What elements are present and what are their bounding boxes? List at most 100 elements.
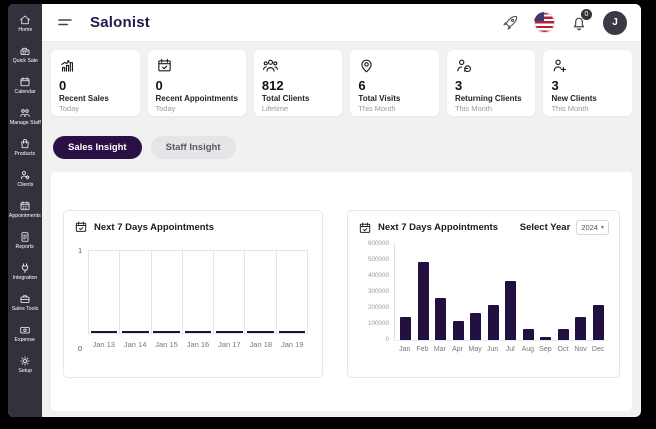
rocket-icon[interactable] (501, 14, 519, 32)
yearly-plot-area (394, 243, 609, 341)
app-logo[interactable]: Salonist (90, 14, 150, 31)
sidebar-item-manage-staff[interactable]: Manage Staff (8, 101, 42, 132)
tab-sales-insight[interactable]: Sales Insight (53, 136, 142, 159)
sidebar-item-home[interactable]: Home (8, 8, 42, 39)
stat-card-returning-clients: 3 Returning Clients This Month (446, 50, 536, 116)
integration-icon (19, 262, 31, 274)
sales-tools-icon (19, 293, 31, 305)
chart-title: Next 7 Days Appointments (94, 221, 215, 233)
weekly-column-jan-15 (152, 251, 183, 333)
weekly-column-jan-19 (277, 251, 307, 333)
sidebar-item-products[interactable]: Products (8, 132, 42, 163)
stat-value: 3 (454, 78, 463, 93)
notification-bell-icon[interactable]: 0 (570, 8, 592, 32)
y-axis-tick: 100000 (367, 319, 389, 327)
year-filter: Select Year 2024 ▾ (520, 220, 609, 235)
language-flag-us-icon[interactable] (534, 12, 555, 33)
chart-card-yearly-appointments: Next 7 Days Appointments Select Year 202… (347, 210, 620, 378)
sidebar-item-label: Appointments (9, 213, 41, 219)
bar-slot-jul (502, 243, 520, 340)
setup-gear-icon (19, 355, 31, 367)
bar (122, 331, 149, 333)
chart-header: Next 7 Days Appointments Select Year 202… (358, 220, 609, 235)
notification-badge: 0 (581, 8, 592, 20)
stat-period: Lifetime (261, 104, 289, 114)
bar-slot-dec (590, 243, 608, 340)
sidebar-item-label: Calendar (14, 89, 36, 95)
stat-card-new-clients: 3 New Clients This Month (543, 50, 632, 116)
hamburger-menu-icon[interactable] (56, 14, 74, 32)
x-axis-label: Aug (521, 346, 535, 353)
stat-card-total-clients: 812 Total Clients Lifetime (253, 50, 343, 116)
bar-oct (557, 328, 569, 340)
chart-header: Next 7 Days Appointments (74, 220, 312, 234)
weekly-column-jan-13 (89, 251, 121, 333)
staff-icon (19, 107, 31, 119)
sidebar-item-label: Expense (14, 337, 36, 343)
stats-row: 0 Recent Sales Today 0 Recent Appointments To… (51, 50, 632, 116)
weekly-column-jan-18 (245, 251, 277, 333)
insight-panel: Next 7 Days Appointments 1 0 Jan 13 Jan 1… (51, 172, 632, 411)
chevron-down-icon: ▾ (600, 225, 604, 231)
bar (153, 331, 181, 333)
sidebar-item-integration[interactable]: Integration (8, 256, 42, 287)
stat-label: Total Visits (358, 93, 401, 103)
sidebar-item-quick-sale[interactable]: Quick Sale (8, 39, 42, 70)
calendar-check-icon (74, 220, 88, 234)
bar-nov (575, 316, 587, 340)
sidebar-item-setup[interactable]: Setup (8, 349, 42, 380)
y-axis-tick: 0 (385, 335, 389, 343)
stat-card-total-visits: 6 Total Visits This Month (350, 50, 439, 116)
stat-value: 6 (358, 78, 366, 93)
new-client-icon (551, 59, 568, 78)
sidebar-item-reports[interactable]: Reports (8, 225, 42, 256)
x-axis-label: Jul (505, 346, 515, 353)
sidebar-item-expense[interactable]: Expense (8, 318, 42, 349)
app-window: Home Quick Sale Calendar Manage Staff Produc… (8, 4, 641, 417)
bar (278, 331, 306, 333)
sales-chart-icon (59, 60, 76, 78)
x-axis-label: Jan 13 (92, 340, 115, 349)
stat-value: 3 (551, 78, 559, 93)
sidebar-item-calendar[interactable]: Calendar (8, 70, 42, 101)
x-axis-label: May (468, 346, 482, 353)
bar-slot-apr (450, 243, 468, 340)
stat-period: This Month (454, 104, 493, 114)
year-select-dropdown[interactable]: 2024 ▾ (576, 220, 609, 235)
sidebar-item-label: Integration (12, 275, 38, 281)
sidebar-item-appointments[interactable]: Appointments (8, 194, 42, 225)
stat-period: Today (59, 104, 80, 114)
weekly-column-jan-17 (214, 251, 246, 333)
insight-tabs: Sales Insight Staff Insight (53, 136, 630, 159)
sidebar-item-label: Products (14, 151, 36, 157)
weekly-column-jan-14 (120, 251, 152, 333)
bar-slot-aug (520, 243, 538, 340)
bar-may (470, 313, 482, 340)
bar-apr (452, 321, 464, 340)
yearly-plot-column: Jan Feb Mar Apr May Jun Jul Aug Sep Oct Nov Dec (394, 243, 609, 353)
dashboard-content: 0 Recent Sales Today 0 Recent Appointments To… (42, 42, 641, 417)
select-year-label: Select Year (519, 222, 571, 233)
bar-slot-jan (397, 243, 415, 340)
sidebar-item-sales-tools[interactable]: Sales Tools (8, 287, 42, 318)
header-actions: 0 J (501, 8, 627, 35)
user-avatar[interactable]: J (603, 10, 627, 35)
bar-feb (417, 262, 429, 340)
x-axis-label: Oct (557, 346, 569, 353)
x-axis-label: Jan 15 (155, 340, 178, 349)
sidebar-item-clients[interactable]: Clients (8, 163, 42, 194)
stat-period: This Month (358, 104, 396, 114)
sidebar-item-label: Quick Sale (12, 58, 38, 64)
stat-period: Today (155, 104, 176, 114)
x-axis-label: Mar (433, 346, 446, 353)
x-axis-label: Jan 16 (186, 340, 210, 349)
bar-slot-nov (572, 243, 590, 340)
year-select-value: 2024 (581, 223, 598, 232)
bar-jul (505, 281, 517, 340)
stat-value: 0 (59, 78, 67, 93)
x-axis-label: Nov (574, 346, 587, 353)
weekly-chart: 1 0 Jan 13 Jan 14 Jan 15 Jan 16 Jan 17 Jan 18… (78, 246, 308, 353)
reports-icon (19, 231, 31, 243)
stat-card-recent-sales: 0 Recent Sales Today (51, 50, 140, 116)
tab-staff-insight[interactable]: Staff Insight (150, 136, 236, 159)
